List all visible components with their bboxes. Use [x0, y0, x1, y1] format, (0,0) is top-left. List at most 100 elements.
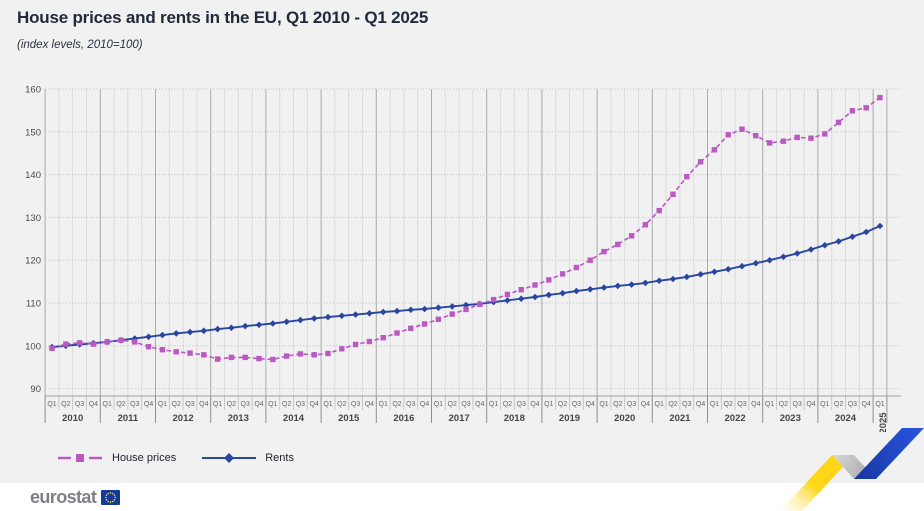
svg-text:2015: 2015: [338, 413, 360, 424]
svg-text:Q1: Q1: [103, 401, 112, 408]
svg-text:Q1: Q1: [599, 401, 608, 408]
svg-text:Q4: Q4: [751, 401, 760, 408]
svg-text:2025: 2025: [878, 412, 889, 432]
rents-line-sample: [202, 452, 257, 464]
svg-text:Q1: Q1: [47, 401, 56, 408]
year-labels: 2010 2011 2012 2013 2014 2015 2016 2017 2018 2019…: [62, 412, 889, 432]
svg-text:2014: 2014: [283, 413, 305, 424]
svg-text:Q4: Q4: [641, 401, 650, 408]
svg-text:Q4: Q4: [420, 401, 429, 408]
svg-text:Q1: Q1: [875, 401, 884, 408]
chart-subtitle: (index levels, 2010=100): [17, 39, 143, 51]
svg-text:Q2: Q2: [558, 401, 567, 408]
svg-text:2019: 2019: [559, 413, 580, 424]
y-tick-labels: 90 100 110 120 130 140 150 160: [25, 85, 41, 396]
svg-text:Q3: Q3: [848, 401, 857, 408]
svg-text:2023: 2023: [780, 413, 801, 424]
svg-text:Q2: Q2: [779, 401, 788, 408]
legend-label-house-prices: House prices: [112, 452, 177, 464]
house-prices-line-sample: [57, 452, 103, 464]
svg-text:2018: 2018: [504, 413, 525, 424]
svg-text:Q3: Q3: [572, 401, 581, 408]
svg-text:Q2: Q2: [282, 401, 291, 408]
svg-text:Q3: Q3: [351, 401, 360, 408]
svg-text:2012: 2012: [173, 413, 194, 424]
svg-text:Q1: Q1: [489, 401, 498, 408]
svg-text:Q1: Q1: [434, 401, 443, 408]
svg-text:Q2: Q2: [724, 401, 733, 408]
svg-text:Q1: Q1: [268, 401, 277, 408]
svg-text:Q2: Q2: [227, 401, 236, 408]
legend-label-rents: Rents: [265, 452, 294, 464]
svg-text:90: 90: [30, 384, 41, 395]
svg-text:Q4: Q4: [199, 401, 208, 408]
svg-text:2021: 2021: [669, 413, 691, 424]
svg-text:Q4: Q4: [254, 401, 263, 408]
svg-text:Q3: Q3: [517, 401, 526, 408]
svg-text:Q4: Q4: [586, 401, 595, 408]
svg-text:Q4: Q4: [310, 401, 319, 408]
svg-text:Q3: Q3: [75, 401, 84, 408]
svg-text:Q4: Q4: [89, 401, 98, 408]
legend-item-house-prices: House prices: [57, 452, 176, 464]
svg-text:2017: 2017: [449, 413, 470, 424]
svg-text:Q2: Q2: [834, 401, 843, 408]
chart-legend: House prices Rents: [57, 452, 294, 464]
svg-text:Q3: Q3: [461, 401, 470, 408]
footer: [0, 483, 924, 511]
eurostat-logo: eurostat: [30, 487, 121, 508]
svg-text:Q3: Q3: [241, 401, 250, 408]
svg-text:Q3: Q3: [130, 401, 139, 408]
svg-text:Q1: Q1: [158, 401, 167, 408]
svg-text:Q1: Q1: [544, 401, 553, 408]
svg-text:2016: 2016: [393, 413, 414, 424]
svg-text:Q1: Q1: [820, 401, 829, 408]
svg-text:Q4: Q4: [365, 401, 374, 408]
svg-text:2020: 2020: [614, 413, 635, 424]
svg-text:110: 110: [26, 299, 41, 310]
svg-text:Q1: Q1: [710, 401, 719, 408]
svg-text:Q3: Q3: [682, 401, 691, 408]
eu-flag-stars: [105, 492, 117, 503]
svg-text:Q4: Q4: [806, 401, 815, 408]
svg-text:130: 130: [25, 213, 41, 224]
svg-text:Q1: Q1: [765, 401, 774, 408]
house-prices-markers: [49, 94, 883, 363]
svg-text:Q3: Q3: [296, 401, 305, 408]
svg-text:Q4: Q4: [144, 401, 153, 408]
x-gridlines: [44, 89, 888, 423]
svg-text:Q2: Q2: [172, 401, 181, 408]
svg-text:Q2: Q2: [613, 401, 622, 408]
svg-text:Q4: Q4: [696, 401, 705, 408]
svg-text:Q4: Q4: [475, 401, 484, 408]
eurostat-logo-text: eurostat: [30, 487, 97, 507]
svg-text:Q2: Q2: [61, 401, 70, 408]
svg-text:120: 120: [25, 256, 41, 267]
rents-line: [51, 225, 881, 349]
svg-text:Q1: Q1: [213, 401, 222, 408]
svg-text:150: 150: [25, 127, 41, 138]
svg-text:Q3: Q3: [406, 401, 415, 408]
svg-text:Q3: Q3: [737, 401, 746, 408]
svg-text:Q2: Q2: [448, 401, 457, 408]
deco-blue-band: [854, 428, 924, 479]
svg-text:160: 160: [25, 85, 41, 96]
svg-text:Q2: Q2: [337, 401, 346, 408]
svg-text:2011: 2011: [118, 413, 139, 424]
svg-text:Q1: Q1: [379, 401, 388, 408]
deco-zigzag-graphic: [780, 428, 924, 511]
svg-text:Q2: Q2: [392, 401, 401, 408]
deco-yellow-band: [780, 455, 854, 511]
svg-text:140: 140: [25, 170, 41, 181]
svg-text:Q2: Q2: [668, 401, 677, 408]
eu-flag-icon: [101, 490, 121, 505]
legend-item-rents: Rents: [202, 452, 294, 464]
svg-text:Q1: Q1: [655, 401, 664, 408]
svg-text:2013: 2013: [228, 413, 249, 424]
svg-text:Q1: Q1: [323, 401, 332, 408]
svg-text:2024: 2024: [835, 413, 857, 424]
quarter-labels: Q1 Q2 Q3 Q4 Q1 Q2 Q3 Q4 Q1 Q2 Q3 Q4 Q1 Q2 Q3 Q4 Q1 Q2 Q3 Q4…: [47, 401, 884, 408]
svg-text:Q2: Q2: [116, 401, 125, 408]
